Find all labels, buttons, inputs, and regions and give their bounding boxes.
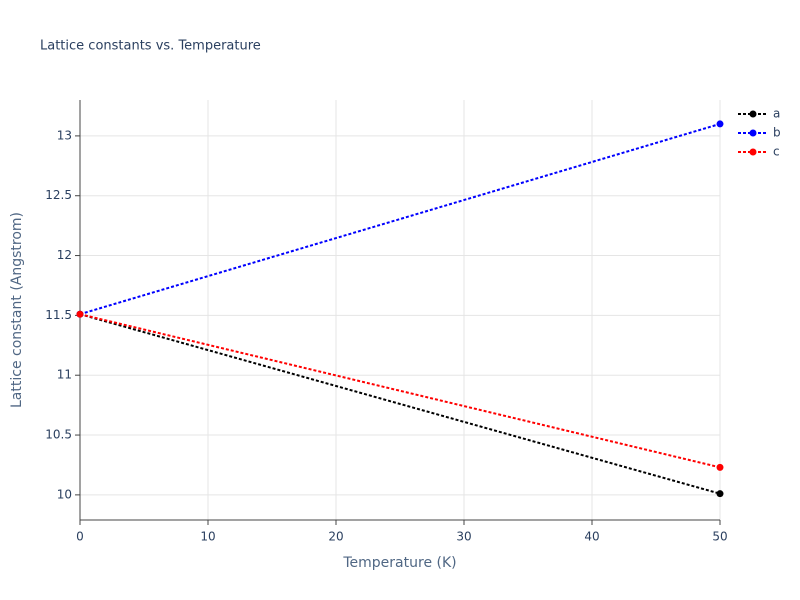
point — [76, 310, 84, 318]
legend-label: c — [773, 145, 780, 159]
series-line — [79, 313, 721, 469]
y-tick-label: 13 — [57, 128, 72, 142]
x-tick-label: 10 — [200, 530, 215, 544]
legend-label: b — [773, 126, 781, 140]
legend-marker — [749, 129, 757, 137]
y-tick-label: 10 — [57, 487, 72, 501]
point — [716, 120, 724, 128]
y-tick-label: 10.5 — [45, 428, 72, 442]
point — [716, 463, 724, 471]
y-axis-title: Lattice constant (Angstrom) — [9, 212, 25, 408]
y-tick-label: 12 — [57, 248, 72, 262]
series-line — [79, 122, 721, 316]
chart-title: Lattice constants vs. Temperature — [40, 39, 261, 54]
legend-label: a — [773, 107, 780, 121]
x-tick-label: 20 — [328, 530, 343, 544]
x-tick-label: 50 — [712, 530, 727, 544]
x-tick-label: 30 — [456, 530, 471, 544]
point — [716, 490, 724, 498]
y-tick-label: 12.5 — [45, 188, 72, 202]
x-axis-title: Temperature (K) — [342, 555, 456, 571]
series-line — [79, 313, 721, 495]
x-tick-label: 40 — [584, 530, 599, 544]
y-tick-label: 11 — [57, 368, 72, 382]
legend-marker — [749, 148, 757, 156]
legend-marker — [749, 110, 757, 118]
y-tick-label: 11.5 — [45, 308, 72, 322]
x-tick-label: 0 — [76, 530, 84, 544]
